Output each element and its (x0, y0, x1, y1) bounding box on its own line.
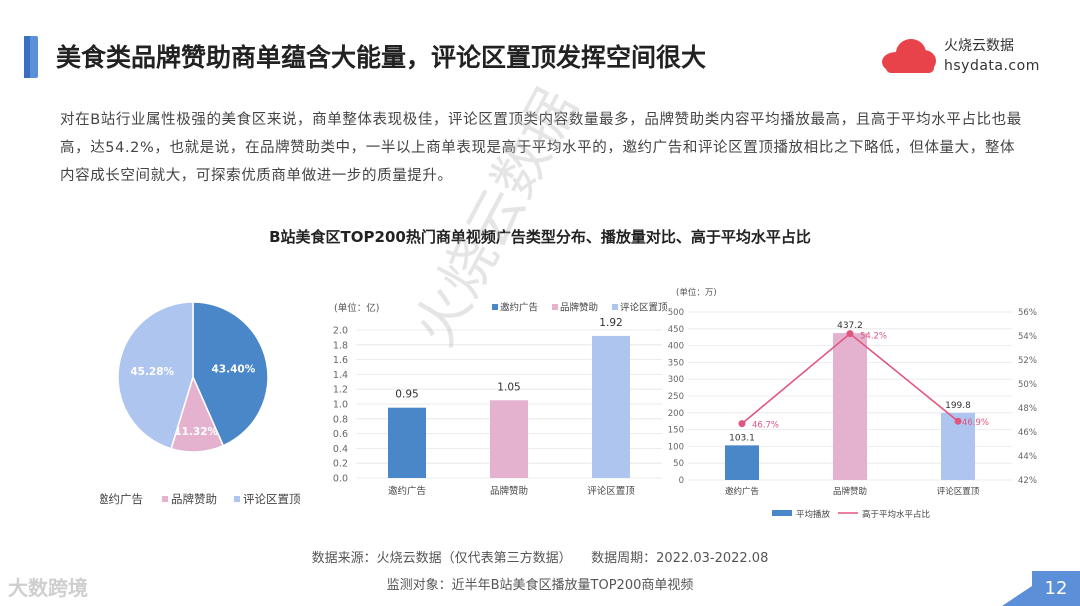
combo-y2tick-6: 54% (1018, 332, 1037, 342)
combo-line-value-label-2: 46.9% (962, 418, 989, 428)
bar1-legend-swatch-0 (492, 304, 498, 310)
pie-chart: 43.40% 11.32% 45.28% 邀约广告 品牌赞助 评论区置顶 (100, 301, 301, 506)
combo-unit-label: (单位：万) (676, 287, 717, 298)
data-source: 数据来源：火烧云数据（仅代表第三方数据） 数据周期：2022.03-2022.0… (311, 551, 769, 566)
bar1-ytick-1: 0.2 (333, 459, 348, 470)
combo-y2tick-5: 52% (1018, 356, 1037, 366)
bar1-legend-label-0: 邀约广告 (500, 302, 538, 314)
bar1-ytick-7: 1.4 (333, 370, 348, 381)
pie-slice-0 (192, 301, 269, 447)
combo-bar-1 (833, 333, 867, 480)
bar1-value-label-1: 1.05 (497, 381, 520, 393)
intro-paragraph: 对在B站行业属性极强的美食区来说，商单整体表现极佳，评论区置顶类内容数量最多，品… (60, 112, 1022, 184)
pie-legend-label-2: 评论区置顶 (243, 492, 301, 506)
pie-legend-label-1: 品牌赞助 (171, 492, 217, 506)
page-title: 美食类品牌赞助商单蕴含大能量，评论区置顶发挥空间很大 (56, 43, 707, 72)
combo-bar-0 (725, 445, 759, 480)
combo-xtick-0: 邀约广告 (725, 486, 759, 497)
combo-xtick-2: 评论区置顶 (937, 486, 980, 497)
combo-y2tick-7: 56% (1018, 308, 1037, 318)
combo-ytick-4: 200 (668, 409, 684, 419)
combo-ytick-2: 100 (668, 442, 684, 452)
logo-domain: hsydata.com (944, 58, 1040, 74)
bar1-legend-swatch-2 (612, 304, 618, 310)
bar1-ytick-5: 1.0 (333, 400, 348, 411)
bar1-legend-label-1: 品牌赞助 (560, 302, 598, 314)
combo-line-value-label-0: 46.7% (752, 421, 779, 431)
combo-xtick-1: 品牌赞助 (833, 486, 867, 497)
bar1-ytick-10: 2.0 (333, 326, 348, 337)
bar1-ytick-8: 1.6 (333, 355, 348, 366)
combo-line-point-0 (738, 420, 746, 428)
pie-label-0: 43.40% (211, 364, 255, 376)
combo-y2tick-1: 44% (1018, 452, 1037, 462)
bar1-legend-label-2: 评论区置顶 (620, 302, 668, 314)
monitor-object: 监测对象：近半年B站美食区播放量TOP200商单视频 (386, 578, 694, 593)
bar1-ytick-4: 0.8 (333, 414, 348, 425)
chart-title: B站美食区TOP200热门商单视频广告类型分布、播放量对比、高于平均水平占比 (269, 228, 811, 246)
combo-line-point-2 (954, 417, 962, 425)
combo-ytick-0: 0 (679, 476, 684, 486)
combo-ytick-1: 50 (673, 459, 684, 469)
combo-bar-value-label-1: 437.2 (837, 321, 863, 331)
bar1-bar-2 (592, 335, 630, 478)
page-number: 12 (1044, 578, 1068, 599)
logo-name: 火烧云数据 (944, 38, 1014, 54)
pie-label-2: 45.28% (130, 366, 174, 378)
pie-slice-2 (117, 301, 194, 450)
combo-y2tick-4: 50% (1018, 380, 1037, 390)
combo-ytick-3: 150 (668, 426, 684, 436)
page-number-triangle (1002, 586, 1032, 606)
combo-y2tick-2: 46% (1018, 428, 1037, 438)
combo-legend-label-0: 平均播放 (796, 509, 831, 520)
combo-legend-swatch-0 (772, 510, 792, 516)
combo-ytick-5: 250 (668, 392, 684, 402)
bar1-ytick-3: 0.6 (333, 429, 348, 440)
bar1-bar-1 (490, 400, 528, 478)
combo-ytick-6: 300 (668, 375, 684, 385)
combo-ytick-8: 400 (668, 342, 684, 352)
pie-label-1: 11.32% (174, 426, 218, 438)
bar1-ytick-0: 0.0 (333, 474, 348, 485)
corner-watermark: 大数跨境 (8, 576, 88, 600)
bar1-ytick-6: 1.2 (333, 385, 348, 396)
bar1-unit-label: (单位：亿) (334, 302, 379, 314)
combo-ytick-7: 350 (668, 358, 684, 368)
bar1-value-label-2: 1.92 (599, 317, 622, 329)
bar-chart-views: (单位：亿) 0.0 0.2 0.4 0.6 0.8 1.0 1.2 1.4 1.6 1.8 2.0 0… (333, 302, 668, 498)
combo-ytick-9: 450 (668, 325, 684, 335)
logo-text: 火烧云数据 hsydata.com (944, 36, 1040, 76)
combo-line-value-label-1: 54.2% (860, 332, 887, 342)
pie-legend-label-0: 邀约广告 (100, 492, 143, 506)
bar1-xtick-0: 邀约广告 (388, 485, 426, 497)
pie-legend-swatch-2 (234, 496, 240, 502)
bar1-xtick-2: 评论区置顶 (587, 485, 635, 497)
combo-bar-value-label-0: 103.1 (729, 433, 755, 443)
bar1-ytick-2: 0.4 (333, 444, 348, 455)
bar1-value-label-0: 0.95 (395, 389, 418, 401)
cloud-logo-icon (882, 39, 936, 73)
bar1-legend-swatch-1 (552, 304, 558, 310)
bar1-xtick-1: 品牌赞助 (490, 485, 528, 497)
combo-ytick-10: 500 (668, 308, 684, 318)
combo-chart-avg: (单位：万) 0 50 100 150 200 250 300 350 400 450 500 42% 4… (668, 287, 1037, 520)
page-number-box (1032, 571, 1080, 606)
combo-line-point-1 (846, 330, 854, 338)
bar1-bar-0 (388, 407, 426, 478)
combo-y2tick-0: 42% (1018, 476, 1037, 486)
pie-legend-swatch-1 (162, 496, 168, 502)
bar1-ytick-9: 1.8 (333, 340, 348, 351)
title-accent-bar-dark (24, 36, 30, 78)
combo-bar-value-label-2: 199.8 (945, 401, 971, 411)
combo-y2tick-3: 48% (1018, 404, 1037, 414)
combo-legend-label-1: 高于平均水平占比 (862, 509, 930, 520)
